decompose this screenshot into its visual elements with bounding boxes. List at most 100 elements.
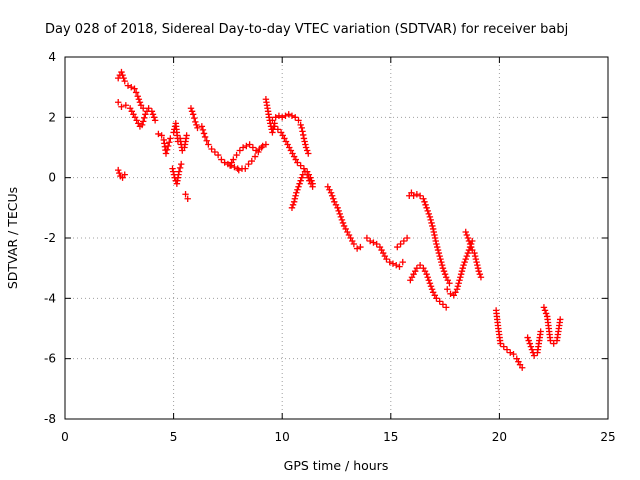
series-track-26 xyxy=(540,304,564,347)
data-point xyxy=(463,252,471,260)
data-point xyxy=(292,114,299,121)
data-point xyxy=(500,343,507,350)
data-point xyxy=(230,156,237,163)
y-tick-label: -6 xyxy=(44,352,56,366)
data-point xyxy=(274,126,282,133)
series-track-6 xyxy=(169,160,185,187)
data-point xyxy=(187,105,195,112)
data-point xyxy=(118,68,125,76)
data-point xyxy=(457,274,464,281)
data-point xyxy=(456,277,463,284)
data-point xyxy=(442,304,450,311)
x-tick-label: 10 xyxy=(275,430,290,444)
data-point xyxy=(285,111,292,118)
data-point xyxy=(436,252,443,260)
data-point xyxy=(236,147,244,154)
data-point xyxy=(162,150,170,157)
data-point xyxy=(431,234,439,242)
data-point xyxy=(426,280,434,287)
data-point xyxy=(455,280,462,287)
data-point xyxy=(221,159,228,166)
data-point xyxy=(423,271,430,278)
series-track-19 xyxy=(394,234,411,251)
y-tick-label: -2 xyxy=(44,231,56,245)
data-point xyxy=(441,271,449,278)
data-point xyxy=(394,243,401,251)
data-point xyxy=(233,151,240,159)
data-point xyxy=(458,267,466,275)
data-point xyxy=(465,237,473,245)
series-track-3 xyxy=(115,166,128,181)
data-point xyxy=(301,138,308,145)
data-point xyxy=(527,343,535,350)
data-point xyxy=(205,141,212,148)
data-point xyxy=(297,177,304,184)
data-point xyxy=(471,252,479,260)
data-point xyxy=(258,144,265,151)
data-point xyxy=(433,240,440,248)
data-point xyxy=(243,142,250,150)
data-point xyxy=(541,307,549,314)
data-point xyxy=(255,148,262,156)
data-point xyxy=(182,191,189,198)
data-point xyxy=(466,240,474,248)
x-tick-label: 5 xyxy=(170,430,178,444)
plot-frame xyxy=(64,56,609,420)
data-point xyxy=(298,124,305,132)
data-point xyxy=(235,166,242,174)
data-point xyxy=(464,234,472,242)
data-point xyxy=(457,271,465,278)
x-tick-label: 20 xyxy=(492,430,507,444)
data-point xyxy=(413,264,421,272)
data-point xyxy=(507,349,514,356)
data-point xyxy=(397,240,404,248)
data-point xyxy=(526,340,534,347)
data-point xyxy=(426,213,434,221)
data-point xyxy=(444,286,451,293)
data-point xyxy=(424,207,431,215)
data-point xyxy=(158,132,165,139)
data-point xyxy=(422,201,429,209)
data-point xyxy=(176,164,184,172)
data-point xyxy=(128,83,135,91)
data-point xyxy=(293,189,300,196)
data-point xyxy=(115,99,122,106)
data-point xyxy=(400,237,408,245)
data-point xyxy=(429,222,436,230)
data-point xyxy=(208,145,215,153)
data-point xyxy=(166,139,173,146)
data-point xyxy=(184,195,191,202)
data-point xyxy=(335,207,342,215)
data-point xyxy=(476,271,484,278)
data-point xyxy=(334,204,341,212)
data-point xyxy=(191,114,198,122)
data-point xyxy=(427,283,435,290)
data-point xyxy=(528,346,536,353)
data-point xyxy=(290,198,298,205)
data-point xyxy=(433,295,440,302)
data-point xyxy=(259,142,266,150)
data-point xyxy=(119,71,126,79)
data-point xyxy=(328,192,336,199)
data-point xyxy=(246,141,253,148)
data-point xyxy=(421,198,428,205)
data-point xyxy=(249,144,257,151)
data-point xyxy=(453,286,461,293)
series-track-24 xyxy=(492,307,526,371)
data-point xyxy=(302,141,309,148)
data-point xyxy=(115,166,122,174)
data-point xyxy=(155,130,162,138)
data-point xyxy=(463,231,471,239)
data-point xyxy=(279,114,286,121)
data-point xyxy=(167,135,174,142)
series-track-16 xyxy=(288,168,316,212)
data-point xyxy=(462,255,469,263)
series-track-23 xyxy=(462,228,485,281)
data-point xyxy=(436,298,443,305)
data-point xyxy=(297,162,304,169)
data-point xyxy=(424,274,431,281)
data-point xyxy=(200,130,208,137)
data-point xyxy=(439,301,447,308)
data-point xyxy=(189,111,197,118)
data-point xyxy=(118,103,125,110)
